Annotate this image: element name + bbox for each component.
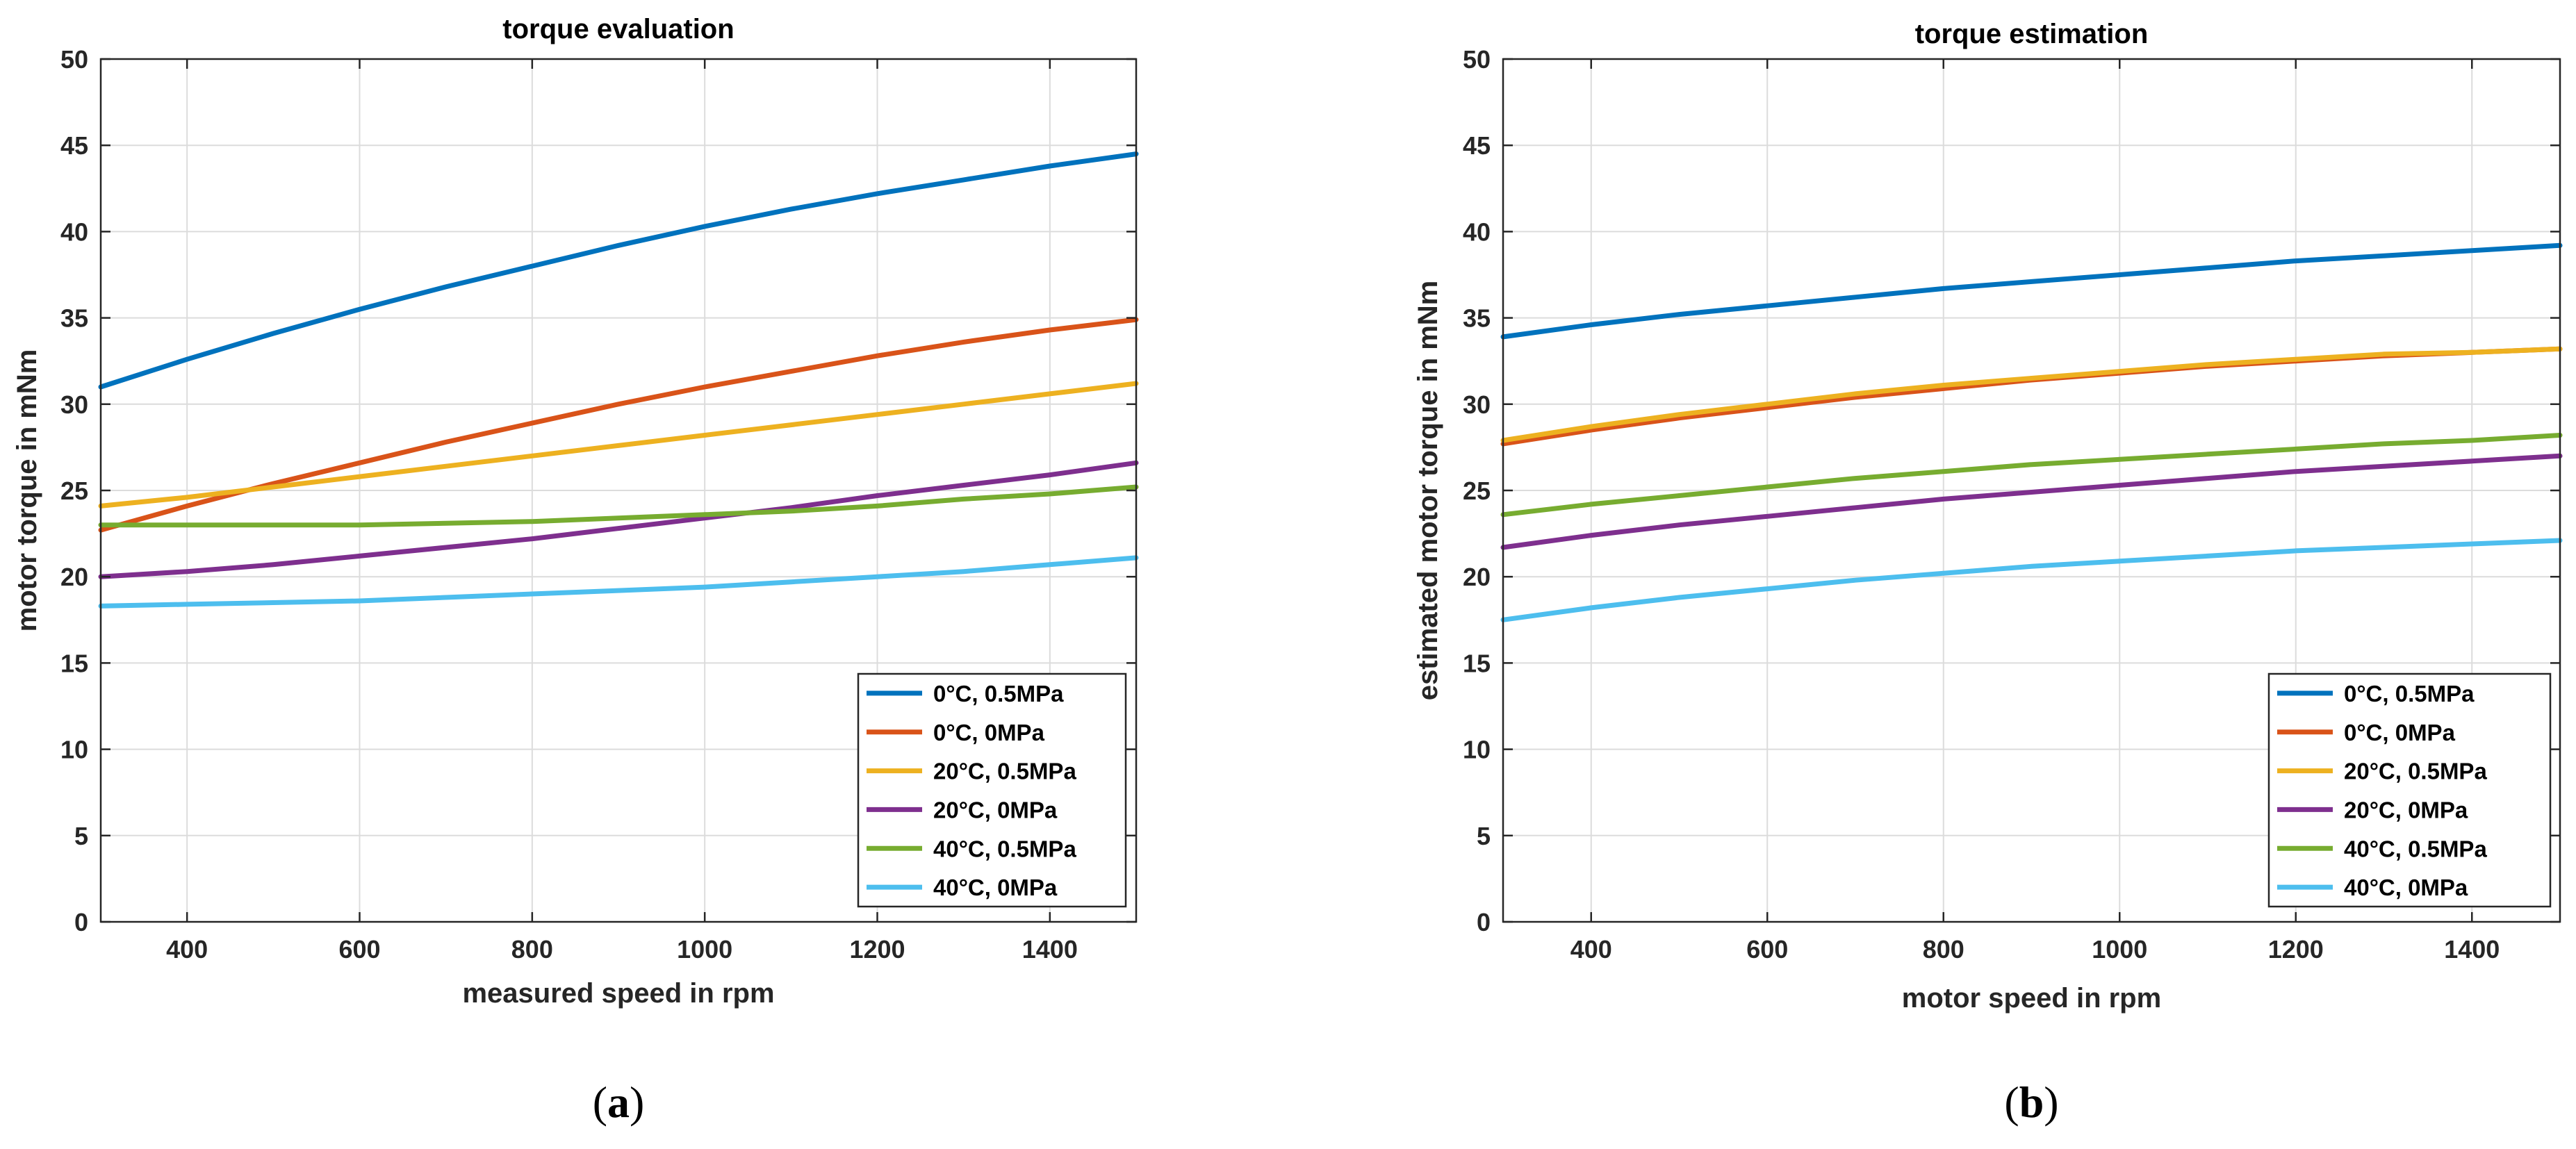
series-line-20c-0-5mpa	[1500, 346, 2563, 443]
x-tick-label: 400	[166, 935, 208, 964]
x-tick-label: 400	[1570, 935, 1612, 964]
y-tick-label: 20	[1463, 563, 1491, 591]
legend-label-20c-0mpa: 20°C, 0MPa	[2344, 797, 2468, 823]
legend-label-0c-0mpa: 0°C, 0MPa	[933, 720, 1045, 745]
series-line-40c-0-5mpa	[98, 484, 1139, 528]
y-tick-label: 45	[60, 131, 88, 160]
chart-title: torque estimation	[1915, 19, 2149, 49]
x-tick-label: 1400	[2444, 935, 2500, 964]
series-line-0c-0-5mpa	[1500, 242, 2563, 340]
y-tick-label: 15	[60, 649, 88, 677]
x-tick-label: 1400	[1022, 935, 1078, 964]
y-tick-label: 50	[60, 45, 88, 74]
legend-box	[857, 672, 1127, 908]
y-tick-label: 5	[74, 822, 88, 850]
panel-label: (b)	[2004, 1077, 2058, 1127]
y-tick-label: 35	[1463, 304, 1491, 333]
legend-label-40c-0mpa: 40°C, 0MPa	[933, 875, 1058, 900]
y-tick-label: 10	[1463, 736, 1491, 764]
x-tick-label: 1000	[2092, 935, 2147, 964]
series-line-20c-0mpa	[1500, 453, 2563, 550]
x-tick-label: 800	[511, 935, 553, 964]
legend: 0°C, 0.5MPa 0°C, 0MPa 20°C, 0.5MPa 20°C, 0M…	[857, 672, 1127, 908]
legend-label-40c-0-5mpa: 40°C, 0.5MPa	[2344, 836, 2487, 861]
y-tick-label: 40	[1463, 217, 1491, 246]
legend-label-20c-0-5mpa: 20°C, 0.5MPa	[2344, 759, 2487, 784]
y-tick-label: 45	[1463, 131, 1491, 160]
legend-label-0c-0-5mpa: 0°C, 0.5MPa	[2344, 681, 2475, 706]
y-axis-label: estimated motor torque in mNm	[1413, 281, 1443, 701]
x-tick-label: 800	[1923, 935, 1964, 964]
y-tick-label: 15	[1463, 649, 1491, 677]
series-line-40c-0mpa	[98, 555, 1139, 609]
legend-label-40c-0-5mpa: 40°C, 0.5MPa	[933, 836, 1076, 861]
y-tick-label: 35	[60, 304, 88, 333]
legend-label-20c-0mpa: 20°C, 0MPa	[933, 797, 1058, 823]
series-line-0c-0mpa	[98, 317, 1139, 533]
panel-b: 400 600 800 1000 1200 1400 0 5 10 15 20 25 30 35 40 45 5…	[1413, 19, 2563, 1127]
y-axis-label: motor torque in mNm	[12, 349, 42, 632]
legend-label-20c-0-5mpa: 20°C, 0.5MPa	[933, 759, 1076, 784]
series-line-20c-0-5mpa	[98, 381, 1139, 509]
y-tick-label: 20	[60, 563, 88, 591]
panel-a: 400 600 800 1000 1200 1400 0 5 10 15 20 25 30 35 40 45 5…	[12, 14, 1139, 1127]
x-tick-label: 600	[1746, 935, 1788, 964]
series-line-40c-0mpa	[1500, 538, 2563, 622]
y-tick-label: 0	[74, 908, 88, 936]
panel-label: (a)	[593, 1077, 645, 1127]
legend-label-0c-0mpa: 0°C, 0MPa	[2344, 720, 2456, 745]
series-line-0c-0-5mpa	[98, 151, 1139, 390]
y-tick-label: 5	[1477, 822, 1491, 850]
y-tick-label: 25	[60, 477, 88, 505]
x-tick-label: 600	[338, 935, 380, 964]
y-tick-label: 30	[60, 390, 88, 419]
legend: 0°C, 0.5MPa 0°C, 0MPa 20°C, 0.5MPa 20°C, 0M…	[2267, 672, 2552, 908]
legend-label-40c-0mpa: 40°C, 0MPa	[2344, 875, 2468, 900]
y-tick-label: 0	[1477, 908, 1491, 936]
series-line-40c-0-5mpa	[1500, 433, 2563, 518]
legend-label-0c-0-5mpa: 0°C, 0.5MPa	[933, 681, 1064, 706]
x-tick-label: 1000	[677, 935, 732, 964]
x-axis-label: measured speed in rpm	[462, 978, 774, 1009]
x-tick-label: 1200	[2268, 935, 2324, 964]
y-tick-label: 25	[1463, 477, 1491, 505]
x-axis-label: motor speed in rpm	[1902, 983, 2161, 1014]
x-tick-label: 1200	[849, 935, 905, 964]
y-tick-label: 10	[60, 736, 88, 764]
y-tick-label: 30	[1463, 390, 1491, 419]
chart-title: torque evaluation	[502, 14, 734, 44]
y-tick-label: 50	[1463, 45, 1491, 74]
legend-box	[2267, 672, 2552, 908]
series-line-20c-0mpa	[98, 460, 1139, 579]
y-tick-label: 40	[60, 217, 88, 246]
